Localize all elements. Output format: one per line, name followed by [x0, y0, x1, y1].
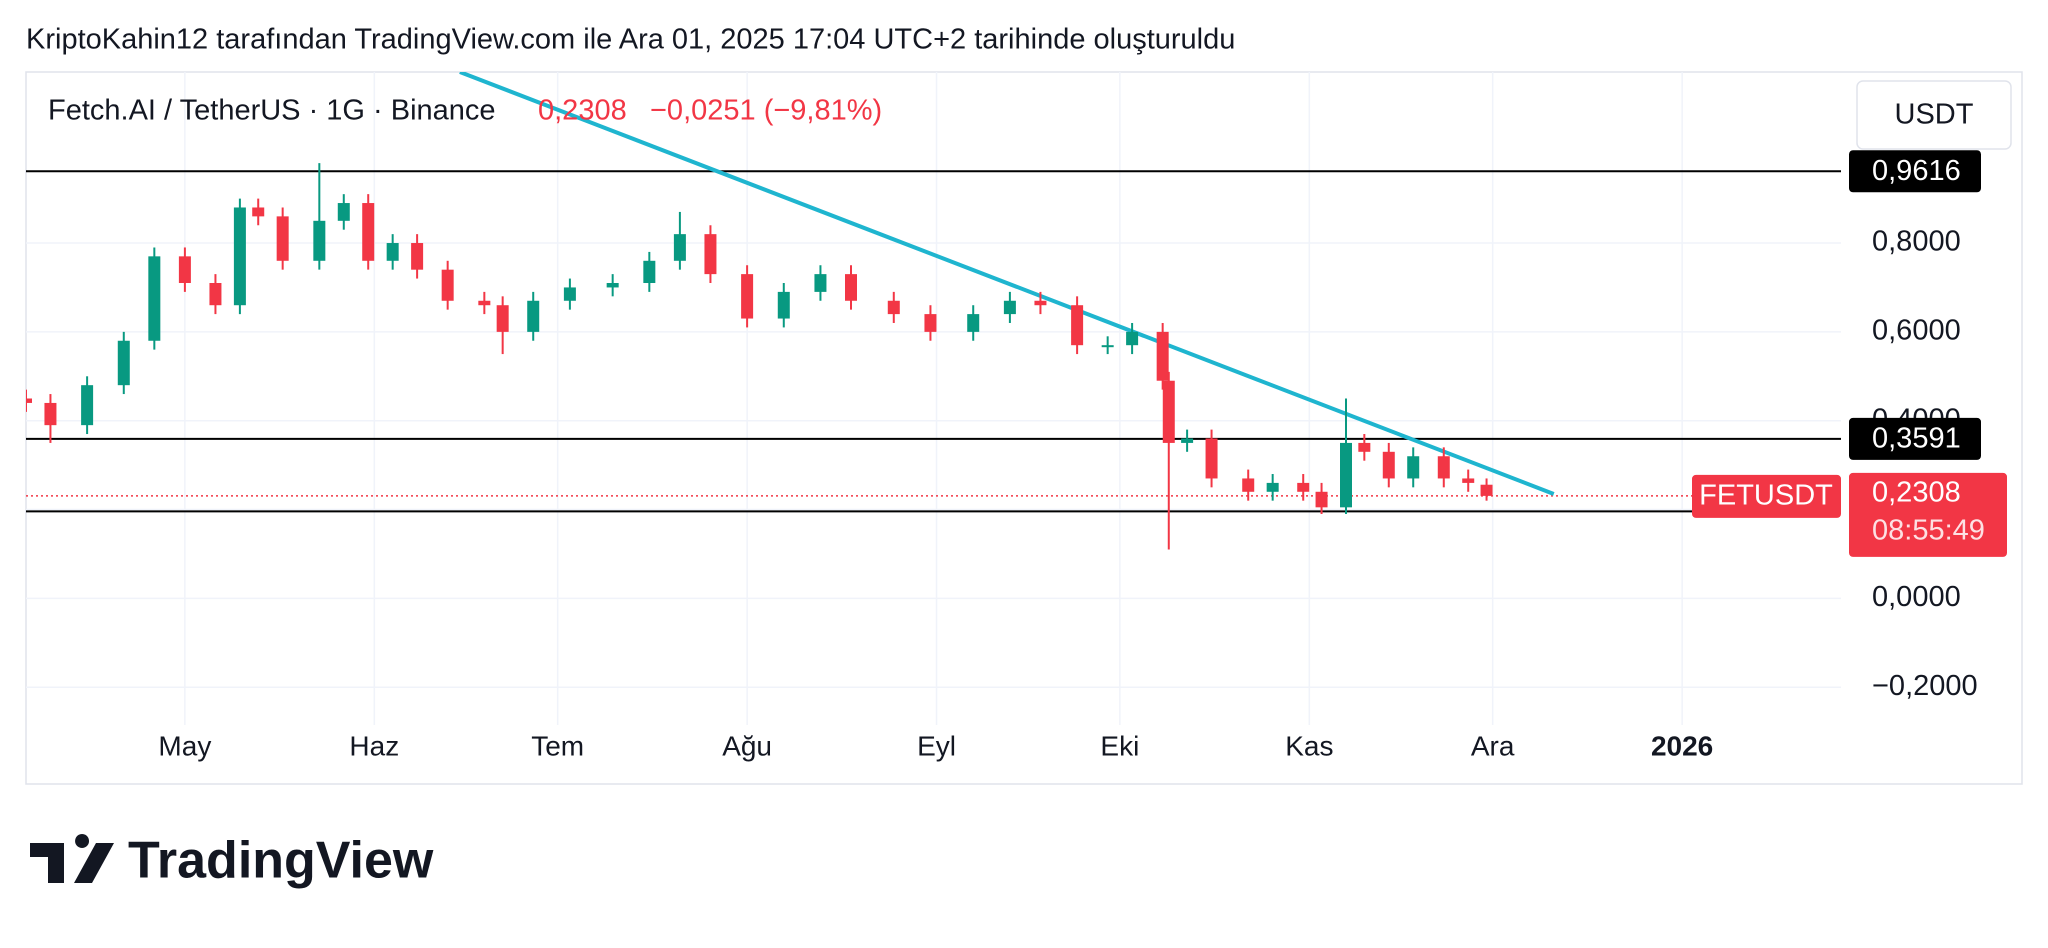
y-tick-label: 0,6000 — [1872, 315, 1961, 347]
candle-body — [1266, 482, 1279, 492]
candle-body — [1034, 300, 1047, 306]
candle-body — [276, 216, 289, 261]
level-label-box — [1849, 417, 1981, 460]
plot-area — [26, 72, 1841, 725]
candle-body — [563, 287, 576, 301]
x-tick-label: Eyl — [917, 730, 956, 761]
candle-body — [1205, 438, 1218, 479]
candle-body — [1462, 478, 1475, 483]
candle-body — [117, 340, 130, 386]
candle-body — [814, 274, 827, 292]
candle-body — [233, 207, 246, 306]
price-box — [1849, 472, 2007, 557]
header: KriptoKahin12 tarafından TradingView.com… — [26, 24, 1235, 56]
logo-mark — [30, 834, 114, 883]
candle-body — [673, 234, 686, 261]
countdown-label: 08:55:49 — [1872, 515, 1985, 547]
symbol-label: FETUSDT — [1699, 480, 1833, 512]
y-tick-label: 0,0000 — [1872, 581, 1961, 613]
candle-body — [44, 402, 57, 426]
candle-body — [252, 207, 265, 217]
candle-body — [1162, 380, 1175, 443]
candle-body — [1101, 345, 1114, 348]
y-tick-label: −0,2000 — [1872, 670, 1978, 702]
candle-body — [1242, 478, 1255, 492]
candle-body — [441, 269, 454, 301]
candle-body — [643, 260, 656, 284]
candle-body — [26, 398, 32, 403]
candle-body — [1437, 456, 1450, 479]
chart-title: Fetch.AI / TetherUS · 1G · Binance — [48, 95, 496, 127]
logo: TradingView — [30, 832, 434, 890]
candle-body — [386, 243, 399, 261]
candle-body — [606, 283, 619, 288]
x-tick-label: Ağu — [722, 730, 772, 761]
level-label: 0,9616 — [1872, 155, 1961, 187]
currency-button[interactable] — [1856, 80, 2012, 150]
y-tick-label: 0,8000 — [1872, 226, 1961, 258]
candle-body — [1071, 305, 1084, 346]
level-label: 0,3591 — [1872, 423, 1961, 455]
candle-body — [704, 234, 717, 275]
x-tick-label: Haz — [349, 730, 399, 761]
logo-text: TradingView — [128, 832, 434, 890]
candle-body — [777, 291, 790, 319]
x-tick-label: 2026 — [1651, 730, 1713, 761]
candle-body — [496, 305, 509, 332]
candle-body — [1382, 451, 1395, 479]
x-tick-label: May — [158, 730, 211, 761]
candle-body — [1340, 442, 1352, 508]
last-price: 0,2308 — [538, 95, 627, 127]
candle-body — [887, 300, 900, 315]
trendline — [459, 72, 1555, 496]
candle-body — [313, 220, 326, 261]
candle-body — [845, 274, 857, 301]
candle-body — [1315, 491, 1328, 508]
x-tick-label: Ara — [1471, 730, 1515, 761]
candle-body — [411, 243, 424, 270]
candle-body — [1407, 456, 1420, 479]
candle-body — [81, 385, 94, 426]
candle-body — [178, 256, 191, 284]
x-tick-label: Tem — [531, 730, 584, 761]
candle-body — [209, 283, 222, 306]
level-label-box — [1849, 150, 1981, 193]
candle-body — [967, 314, 980, 332]
symbol-box — [1692, 474, 1841, 518]
candle-body — [924, 314, 937, 332]
candle-body — [1126, 331, 1139, 346]
candle-body — [478, 300, 491, 306]
price-change: −0,0251 (−9,81%) — [650, 95, 882, 127]
chart-frame — [25, 71, 2023, 785]
x-tick-label: Eki — [1100, 730, 1139, 761]
candle-body — [337, 203, 350, 221]
candle-body — [1297, 482, 1310, 492]
candle-body — [148, 256, 161, 341]
currency-label: USDT — [1895, 99, 1974, 131]
price-label: 0,2308 — [1872, 477, 1961, 509]
candle-body — [362, 203, 375, 261]
chart-layer: −0,20000,00000,20000,40000,60000,8000May… — [26, 72, 2007, 761]
candle-body — [1156, 331, 1169, 381]
candle-body — [1480, 484, 1493, 496]
candle-body — [527, 300, 540, 332]
candle-body — [741, 274, 754, 319]
candle-body — [1358, 442, 1371, 452]
candle-body — [1003, 300, 1016, 315]
x-tick-label: Kas — [1285, 730, 1333, 761]
candle-body — [1181, 438, 1194, 443]
